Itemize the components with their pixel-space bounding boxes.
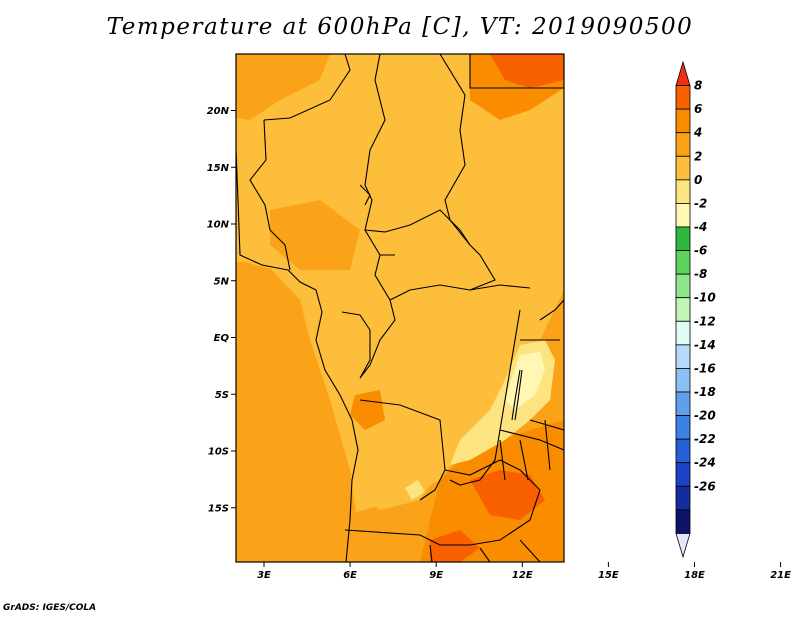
lon-tick-label: 21E xyxy=(770,570,791,581)
field-zone-6-8-south xyxy=(470,470,545,520)
field-zone-2-4-patch-b xyxy=(236,54,330,120)
colorbar-swatch xyxy=(675,85,691,110)
field-zone-minus4-minus2 xyxy=(505,352,545,410)
colorbar-label: 6 xyxy=(694,102,702,116)
longitude-axis: 3E6E9E12E15E18E21E24E27E30E33E xyxy=(257,562,791,581)
lat-tick-label: EQ xyxy=(214,333,230,344)
border-east-africa xyxy=(499,299,564,451)
credit-text: GrADS: IGES/COLA xyxy=(3,603,97,613)
lat-tick-label: 10S xyxy=(208,447,229,458)
coastline-west xyxy=(236,149,359,562)
border-congo-drc xyxy=(341,299,396,379)
colorbar: 8 6 4 2 0 -2 -4 -6 -8 -10 -12 -14 -16 -18 -20 -22 -24 -26 xyxy=(675,60,716,559)
colorbar-swatch xyxy=(675,438,691,464)
colorbar-swatch xyxy=(675,203,691,228)
lon-tick-label: 18E xyxy=(684,570,705,581)
colorbar-label: -20 xyxy=(694,409,716,423)
colorbar-label: 2 xyxy=(694,149,702,163)
colorbar-label: -4 xyxy=(694,220,707,234)
colorbar-swatch xyxy=(675,415,691,440)
border-sahel xyxy=(263,54,351,121)
colorbar-label: -2 xyxy=(694,196,707,210)
border-libya-egypt xyxy=(469,54,564,89)
lat-tick-label: 5S xyxy=(215,390,229,401)
colorbar-min-triangle xyxy=(675,533,691,559)
field-zone-6-8 xyxy=(490,54,564,88)
colorbar-label: 8 xyxy=(694,79,702,93)
colorbar-label: -14 xyxy=(694,338,716,352)
lat-tick-label: 5N xyxy=(214,276,230,287)
lon-tick-label: 9E xyxy=(429,570,443,581)
field-zone-2-4-patch-a xyxy=(270,200,360,270)
lat-tick-label: 15N xyxy=(207,163,230,174)
border-car xyxy=(364,209,531,301)
lat-tick-label: 10N xyxy=(207,220,230,231)
colorbar-swatch xyxy=(675,485,691,511)
colorbar-label: -18 xyxy=(694,385,716,399)
lon-tick-label: 6E xyxy=(343,570,357,581)
lake-outlines xyxy=(359,184,551,481)
colorbar-label: -8 xyxy=(694,267,707,281)
colorbar-swatch xyxy=(675,297,691,322)
colorbar-swatch xyxy=(675,108,691,134)
border-zambia xyxy=(440,459,541,546)
colorbar-swatch xyxy=(675,462,691,487)
border-nigeria-cameroon xyxy=(249,119,291,271)
colorbar-swatch xyxy=(675,155,691,181)
lon-tick-label: 3E xyxy=(257,570,271,581)
colorbar-max-triangle xyxy=(675,60,691,86)
colorbar-swatch xyxy=(675,250,691,275)
colorbar-label: -10 xyxy=(694,291,716,305)
colorbar-label: -26 xyxy=(694,479,716,493)
colorbar-label: -22 xyxy=(694,432,716,446)
border-chad-sudan xyxy=(439,54,496,291)
colorbar-label: -16 xyxy=(694,361,716,375)
lat-tick-label: 20N xyxy=(207,106,230,117)
colorbar-label: -6 xyxy=(694,244,707,258)
border-angola xyxy=(344,399,446,546)
lon-tick-label: 12E xyxy=(512,570,533,581)
colorbar-label: -24 xyxy=(694,456,716,470)
colorbar-swatch xyxy=(675,179,691,204)
border-south xyxy=(429,539,541,562)
colorbar-label: -12 xyxy=(694,314,716,328)
colorbar-label: 0 xyxy=(694,173,702,187)
colorbar-swatch xyxy=(675,509,691,534)
temperature-field xyxy=(236,54,564,562)
field-zone-6-8-south-b xyxy=(430,530,480,562)
colorbar-swatch xyxy=(675,368,691,393)
lon-tick-label: 15E xyxy=(598,570,619,581)
border-niger-chad xyxy=(364,54,395,256)
colorbar-swatch xyxy=(675,391,691,416)
colorbar-swatch xyxy=(675,320,691,346)
field-zone-2-4-west xyxy=(236,262,360,562)
colorbar-swatch xyxy=(675,226,691,251)
map-frame xyxy=(235,53,565,563)
colorbar-swatch xyxy=(675,344,691,369)
field-zone-minus2-0-south xyxy=(405,480,425,500)
colorbar-swatch xyxy=(675,273,691,299)
latitude-axis: 20N 15N 10N 5N EQ 5S 10S 15S xyxy=(207,106,236,514)
colorbar-swatch xyxy=(675,132,691,157)
field-zone-4-6-coast xyxy=(350,390,385,430)
lat-tick-label: 15S xyxy=(208,503,229,514)
colorbar-label: 4 xyxy=(693,126,702,140)
chart-title: Temperature at 600hPa [C], VT: 201909050… xyxy=(106,14,694,40)
country-borders xyxy=(236,54,564,562)
